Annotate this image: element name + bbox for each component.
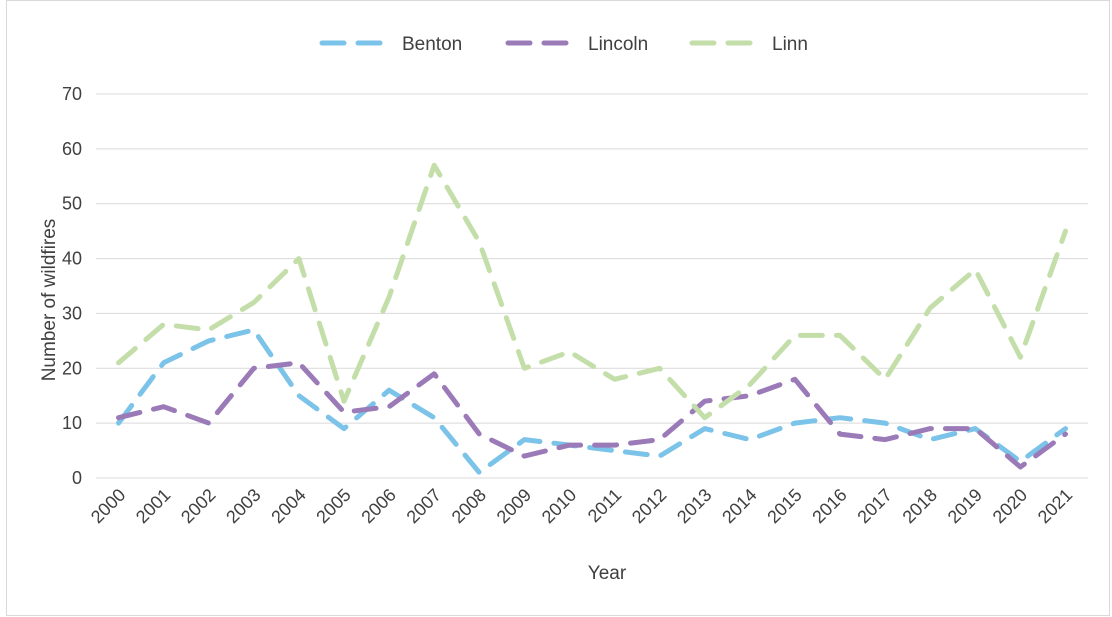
x-tick-label: 2000 <box>87 485 129 527</box>
series-line-benton <box>116 327 1068 475</box>
x-tick-label: 2002 <box>177 485 219 527</box>
y-tick-label: 10 <box>62 413 82 433</box>
x-tick-label: 2012 <box>628 485 670 527</box>
y-tick-label: 20 <box>62 358 82 378</box>
x-tick-label: 2019 <box>944 485 986 527</box>
x-tick-label: 2008 <box>448 485 490 527</box>
x-tick-label: 2015 <box>763 485 805 527</box>
y-tick-label: 50 <box>62 194 82 214</box>
x-tick-label: 2021 <box>1034 485 1076 527</box>
series-lines <box>116 162 1068 475</box>
x-tick-labels: 2000 2001 2002 2003 2004 2005 2006 2007 2008 2009… <box>87 485 1076 527</box>
y-tick-label: 70 <box>62 84 82 104</box>
x-tick-label: 2011 <box>584 485 626 527</box>
y-tick-label: 0 <box>72 468 82 488</box>
x-tick-label: 2007 <box>403 485 445 527</box>
x-tick-label: 2010 <box>538 485 580 527</box>
legend-label-linn: Linn <box>772 34 808 55</box>
gridlines <box>96 93 1088 479</box>
legend-label-benton: Benton <box>402 34 462 55</box>
y-tick-label: 30 <box>62 303 82 323</box>
x-tick-label: 2005 <box>312 485 354 527</box>
x-tick-label: 2018 <box>899 485 941 527</box>
x-tick-label: 2001 <box>132 485 174 527</box>
y-tick-label: 40 <box>62 249 82 269</box>
x-tick-label: 2004 <box>267 485 309 527</box>
y-tick-label: 60 <box>62 139 82 159</box>
y-tick-labels: 0 10 20 30 40 50 60 70 <box>62 84 82 488</box>
x-tick-label: 2006 <box>357 485 399 527</box>
chart-frame <box>6 0 1110 616</box>
series-line-lincoln <box>116 360 1068 470</box>
x-tick-label: 2016 <box>808 485 850 527</box>
x-tick-label: 2014 <box>718 485 760 527</box>
x-tick-label: 2020 <box>989 485 1031 527</box>
x-tick-label: 2013 <box>673 485 715 527</box>
x-tick-label: 2017 <box>853 485 895 527</box>
legend: Benton Lincoln Linn <box>319 34 808 55</box>
x-tick-label: 2003 <box>222 485 264 527</box>
legend-label-lincoln: Lincoln <box>588 34 648 55</box>
x-tick-label: 2009 <box>493 485 535 527</box>
series-line-linn <box>116 162 1068 421</box>
y-axis-title: Number of wildfires <box>39 219 60 382</box>
x-axis-title: Year <box>588 563 627 584</box>
